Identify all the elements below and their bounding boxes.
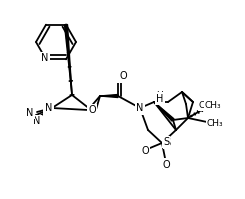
Text: N: N bbox=[136, 103, 144, 113]
Text: O: O bbox=[88, 106, 96, 116]
Text: H: H bbox=[156, 94, 164, 104]
Text: O: O bbox=[162, 160, 170, 170]
Polygon shape bbox=[154, 102, 174, 121]
Text: N: N bbox=[26, 108, 34, 118]
Text: O: O bbox=[117, 72, 125, 82]
Text: O: O bbox=[119, 71, 127, 81]
Text: CH₃: CH₃ bbox=[207, 120, 223, 129]
Text: S: S bbox=[163, 137, 169, 147]
Text: N: N bbox=[45, 103, 53, 113]
Polygon shape bbox=[64, 24, 72, 95]
Text: N: N bbox=[136, 104, 144, 114]
Text: O: O bbox=[161, 159, 169, 169]
Text: S: S bbox=[164, 138, 170, 148]
Text: O: O bbox=[88, 105, 96, 115]
Text: N: N bbox=[44, 104, 52, 114]
Text: N: N bbox=[45, 103, 53, 113]
Text: N: N bbox=[33, 116, 41, 126]
Polygon shape bbox=[100, 95, 118, 98]
Text: N: N bbox=[41, 53, 49, 63]
Text: O: O bbox=[141, 145, 149, 155]
Text: H: H bbox=[156, 92, 162, 100]
Text: O: O bbox=[141, 146, 149, 156]
Text: H: H bbox=[156, 93, 164, 103]
Text: CH₃: CH₃ bbox=[205, 101, 221, 110]
Text: CH3: CH3 bbox=[199, 101, 217, 110]
